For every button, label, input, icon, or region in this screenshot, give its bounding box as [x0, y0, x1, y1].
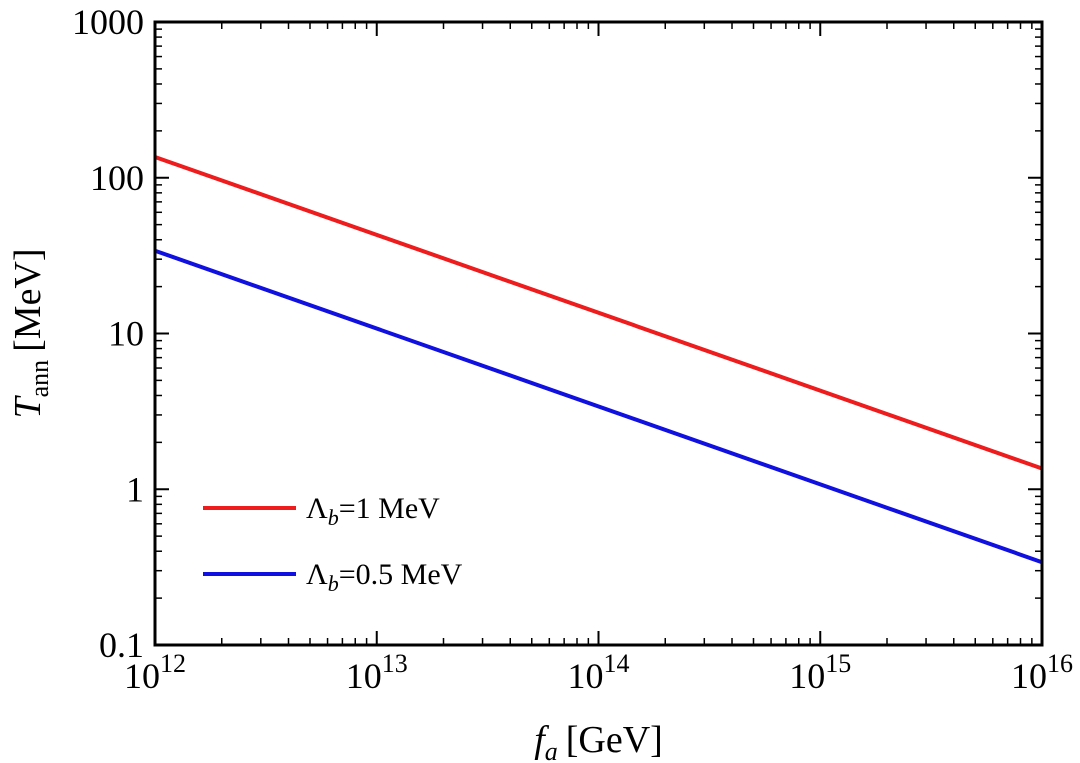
x-tick-label-exp: 12 [160, 649, 186, 678]
x-tick-label-base: 10 [568, 656, 604, 696]
x-tick-labels: 1012 1013 1014 1015 1016 [124, 649, 1073, 696]
y-axis-title-unit: [MeV] [7, 248, 49, 351]
x-axis-title-sub: a [545, 737, 558, 763]
series-line-0 [154, 155, 1043, 471]
x-tick-label-exp: 13 [382, 649, 408, 678]
x-tick-label-base: 10 [1011, 656, 1047, 696]
legend-label-0-sub: b [328, 505, 339, 530]
legend-label-0: Λb=1 MeV [306, 492, 440, 530]
legend-label-1: Λb=0.5 MeV [306, 558, 463, 596]
x-tick-label: 1013 [346, 649, 408, 696]
x-tick-label-exp: 14 [604, 649, 630, 678]
x-tick-label: 1012 [124, 649, 186, 696]
x-tick-label: 1016 [1011, 649, 1073, 696]
series-layer [154, 155, 1043, 565]
series-line-1 [154, 248, 1043, 565]
legend-label-0-symbol: Λ [306, 492, 328, 525]
y-axis-title: Tann [MeV] [7, 248, 54, 418]
legend: Λb=1 MeV Λb=0.5 MeV [203, 492, 463, 596]
minor-ticks [155, 22, 1042, 645]
x-axis-title-unit: [GeV] [566, 719, 663, 761]
y-axis-title-sub: ann [25, 360, 54, 398]
y-tick-label: 1 [126, 469, 144, 509]
y-tick-label: 0.1 [99, 625, 144, 665]
x-tick-label: 1015 [789, 649, 851, 696]
plot-frame [153, 20, 1044, 647]
legend-label-1-symbol: Λ [306, 558, 328, 591]
legend-label-1-sub: b [328, 571, 339, 596]
y-tick-labels: 0.1 1 10 100 1000 [72, 2, 144, 665]
legend-label-0-text: =1 MeV [339, 492, 440, 525]
legend-label-1-text: =0.5 MeV [339, 558, 463, 591]
x-tick-label-base: 10 [789, 656, 825, 696]
major-ticks [154, 21, 1043, 646]
x-tick-label: 1014 [568, 649, 630, 696]
x-tick-label-exp: 16 [1047, 649, 1073, 678]
y-axis-title-main: T [7, 395, 49, 419]
y-tick-label: 100 [90, 158, 144, 198]
x-tick-label-exp: 15 [825, 649, 851, 678]
y-tick-label: 1000 [72, 2, 144, 42]
x-tick-label-base: 10 [124, 656, 160, 696]
x-tick-label-base: 10 [346, 656, 382, 696]
y-tick-label: 10 [108, 314, 144, 354]
x-axis-title: fa [GeV] [534, 719, 663, 763]
